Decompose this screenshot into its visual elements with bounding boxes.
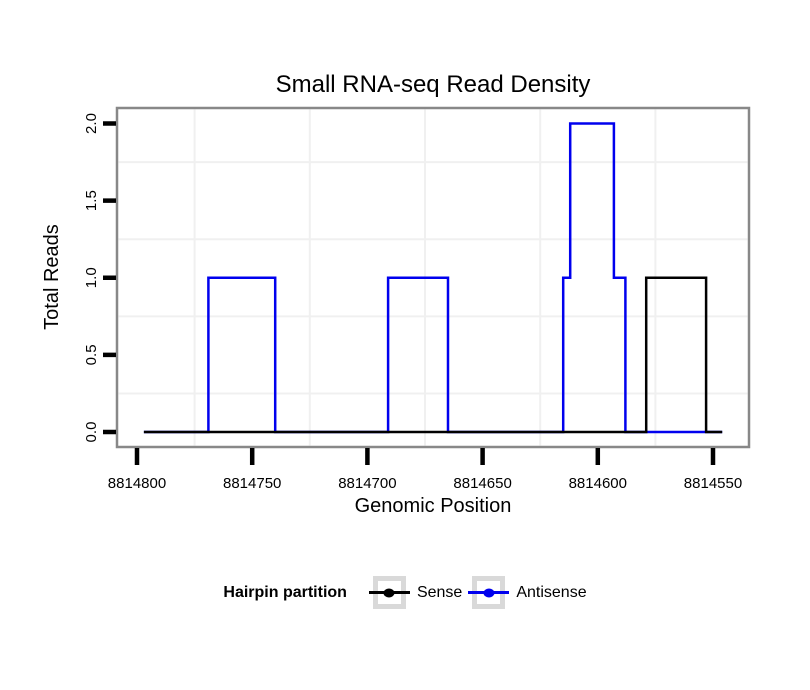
y-tick [103, 198, 116, 203]
x-tick [134, 448, 140, 465]
y-tick [103, 275, 116, 280]
y-tick [103, 121, 116, 126]
x-tick [249, 448, 255, 465]
y-tick-label: 1.0 [83, 267, 100, 288]
y-tick-label: 0.0 [83, 422, 100, 443]
panel-border [115, 106, 751, 449]
x-axis-tick-labels: 8814800 8814750 8814700 8814650 8814600 88145… [108, 475, 742, 492]
x-tick [710, 448, 716, 465]
antisense-key-icon [468, 576, 510, 610]
series-sense [143, 276, 723, 434]
antisense-label: Antisense [516, 584, 587, 601]
x-axis-label: Genomic Position [355, 495, 512, 517]
x-tick-label: 8814800 [108, 475, 166, 492]
x-tick [480, 448, 485, 465]
series-antisense [143, 122, 723, 434]
antisense-key-dot [483, 588, 495, 597]
x-tick-label: 8814650 [453, 475, 511, 492]
legend-item-sense: Sense [368, 576, 463, 610]
sense-label: Sense [416, 584, 463, 601]
x-tick [595, 448, 601, 465]
y-axis-ticks [103, 121, 116, 435]
y-tick-label: 0.5 [83, 344, 100, 365]
legend-title: Hairpin partition [223, 584, 347, 601]
x-tick-label: 8814750 [223, 475, 281, 492]
y-tick [103, 429, 116, 435]
legend: Hairpin partition Sense Antisense [0, 576, 810, 610]
sense-key-icon [368, 576, 410, 610]
x-axis-ticks [134, 448, 716, 465]
y-tick-label: 1.5 [83, 190, 100, 211]
plot-area: Small RNA-seq Read Density 8814800 881475… [41, 71, 751, 517]
x-tick-label: 8814600 [569, 475, 627, 492]
x-tick-label: 8814700 [338, 475, 396, 492]
y-axis-tick-labels: 0.0 0.5 1.0 1.5 2.0 [83, 113, 100, 442]
sense-key-dot [383, 588, 395, 597]
y-axis-label: Total Reads [41, 224, 63, 330]
y-minor-gridlines [118, 161, 748, 395]
legend-item-antisense: Antisense [468, 576, 587, 610]
y-tick [103, 352, 116, 358]
x-tick-label: 8814550 [684, 475, 742, 492]
x-tick [365, 448, 370, 465]
chart-title: Small RNA-seq Read Density [276, 71, 591, 98]
y-tick-label: 2.0 [83, 113, 100, 134]
data-series-group [143, 122, 723, 434]
